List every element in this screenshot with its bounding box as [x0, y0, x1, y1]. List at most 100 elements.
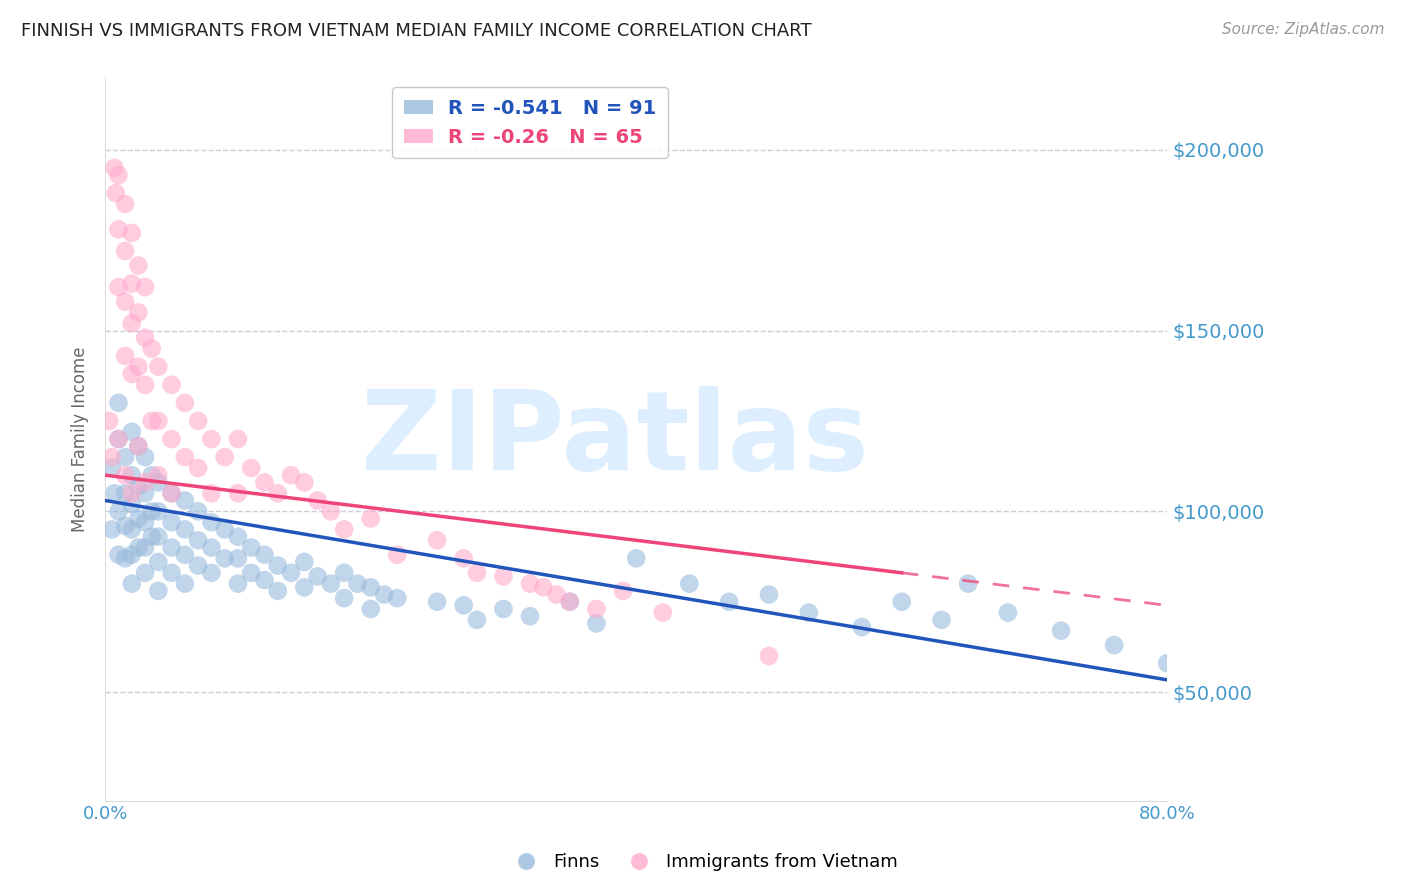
Point [187, 461, 209, 475]
Point [387, 548, 409, 562]
Point [373, 587, 395, 601]
Point [160, 515, 183, 529]
Point [173, 523, 195, 537]
Point [121, 523, 143, 537]
Point [127, 259, 149, 273]
Point [267, 558, 290, 573]
Point [173, 450, 195, 464]
Point [531, 580, 554, 594]
Point [121, 277, 143, 291]
Point [107, 280, 129, 294]
Point [226, 530, 249, 544]
Point [121, 367, 143, 381]
Point [253, 475, 276, 490]
Point [240, 461, 263, 475]
Point [134, 377, 156, 392]
Point [292, 580, 315, 594]
Point [187, 414, 209, 428]
Point [121, 576, 143, 591]
Point [585, 616, 607, 631]
Point [173, 396, 195, 410]
Point [307, 493, 329, 508]
Point [160, 486, 183, 500]
Point [292, 555, 315, 569]
Point [134, 280, 156, 294]
Point [465, 566, 488, 580]
Point [107, 548, 129, 562]
Point [267, 486, 290, 500]
Point [121, 486, 143, 500]
Point [292, 475, 315, 490]
Point [360, 511, 382, 525]
Point [134, 331, 156, 345]
Point [127, 511, 149, 525]
Point [626, 551, 648, 566]
Legend: R = -0.541   N = 91, R = -0.26   N = 65: R = -0.541 N = 91, R = -0.26 N = 65 [392, 87, 668, 158]
Point [253, 548, 276, 562]
Point [148, 475, 170, 490]
Point [134, 541, 156, 555]
Point [187, 504, 209, 518]
Point [519, 609, 541, 624]
Point [387, 591, 409, 606]
Point [121, 497, 143, 511]
Point [173, 548, 195, 562]
Point [114, 551, 136, 566]
Point [107, 432, 129, 446]
Point [134, 475, 156, 490]
Point [107, 222, 129, 236]
Point [200, 515, 222, 529]
Point [360, 602, 382, 616]
Point [127, 439, 149, 453]
Point [160, 566, 183, 580]
Point [98, 414, 121, 428]
Point [333, 523, 356, 537]
Point [127, 439, 149, 453]
Point [160, 432, 183, 446]
Point [426, 595, 449, 609]
Point [307, 569, 329, 583]
Point [114, 486, 136, 500]
Text: Source: ZipAtlas.com: Source: ZipAtlas.com [1222, 22, 1385, 37]
Point [127, 359, 149, 374]
Point [931, 613, 953, 627]
Point [121, 548, 143, 562]
Point [160, 486, 183, 500]
Y-axis label: Median Family Income: Median Family Income [72, 346, 89, 532]
Point [226, 432, 249, 446]
Point [758, 648, 780, 663]
Point [226, 486, 249, 500]
Point [103, 486, 125, 500]
Point [200, 486, 222, 500]
Point [214, 523, 236, 537]
Point [333, 566, 356, 580]
Point [1102, 638, 1125, 652]
Point [453, 599, 475, 613]
Point [134, 486, 156, 500]
Point [558, 595, 581, 609]
Point [107, 396, 129, 410]
Point [114, 294, 136, 309]
Point [101, 450, 124, 464]
Point [134, 515, 156, 529]
Point [651, 606, 673, 620]
Point [957, 576, 980, 591]
Point [253, 573, 276, 587]
Point [141, 414, 163, 428]
Point [148, 468, 170, 483]
Point [121, 226, 143, 240]
Point [890, 595, 912, 609]
Point [240, 541, 263, 555]
Legend: Finns, Immigrants from Vietnam: Finns, Immigrants from Vietnam [501, 847, 905, 879]
Point [851, 620, 873, 634]
Point [134, 450, 156, 464]
Point [319, 576, 342, 591]
Point [107, 432, 129, 446]
Point [546, 587, 568, 601]
Point [1050, 624, 1073, 638]
Point [585, 602, 607, 616]
Point [519, 576, 541, 591]
Point [148, 359, 170, 374]
Point [200, 566, 222, 580]
Point [114, 450, 136, 464]
